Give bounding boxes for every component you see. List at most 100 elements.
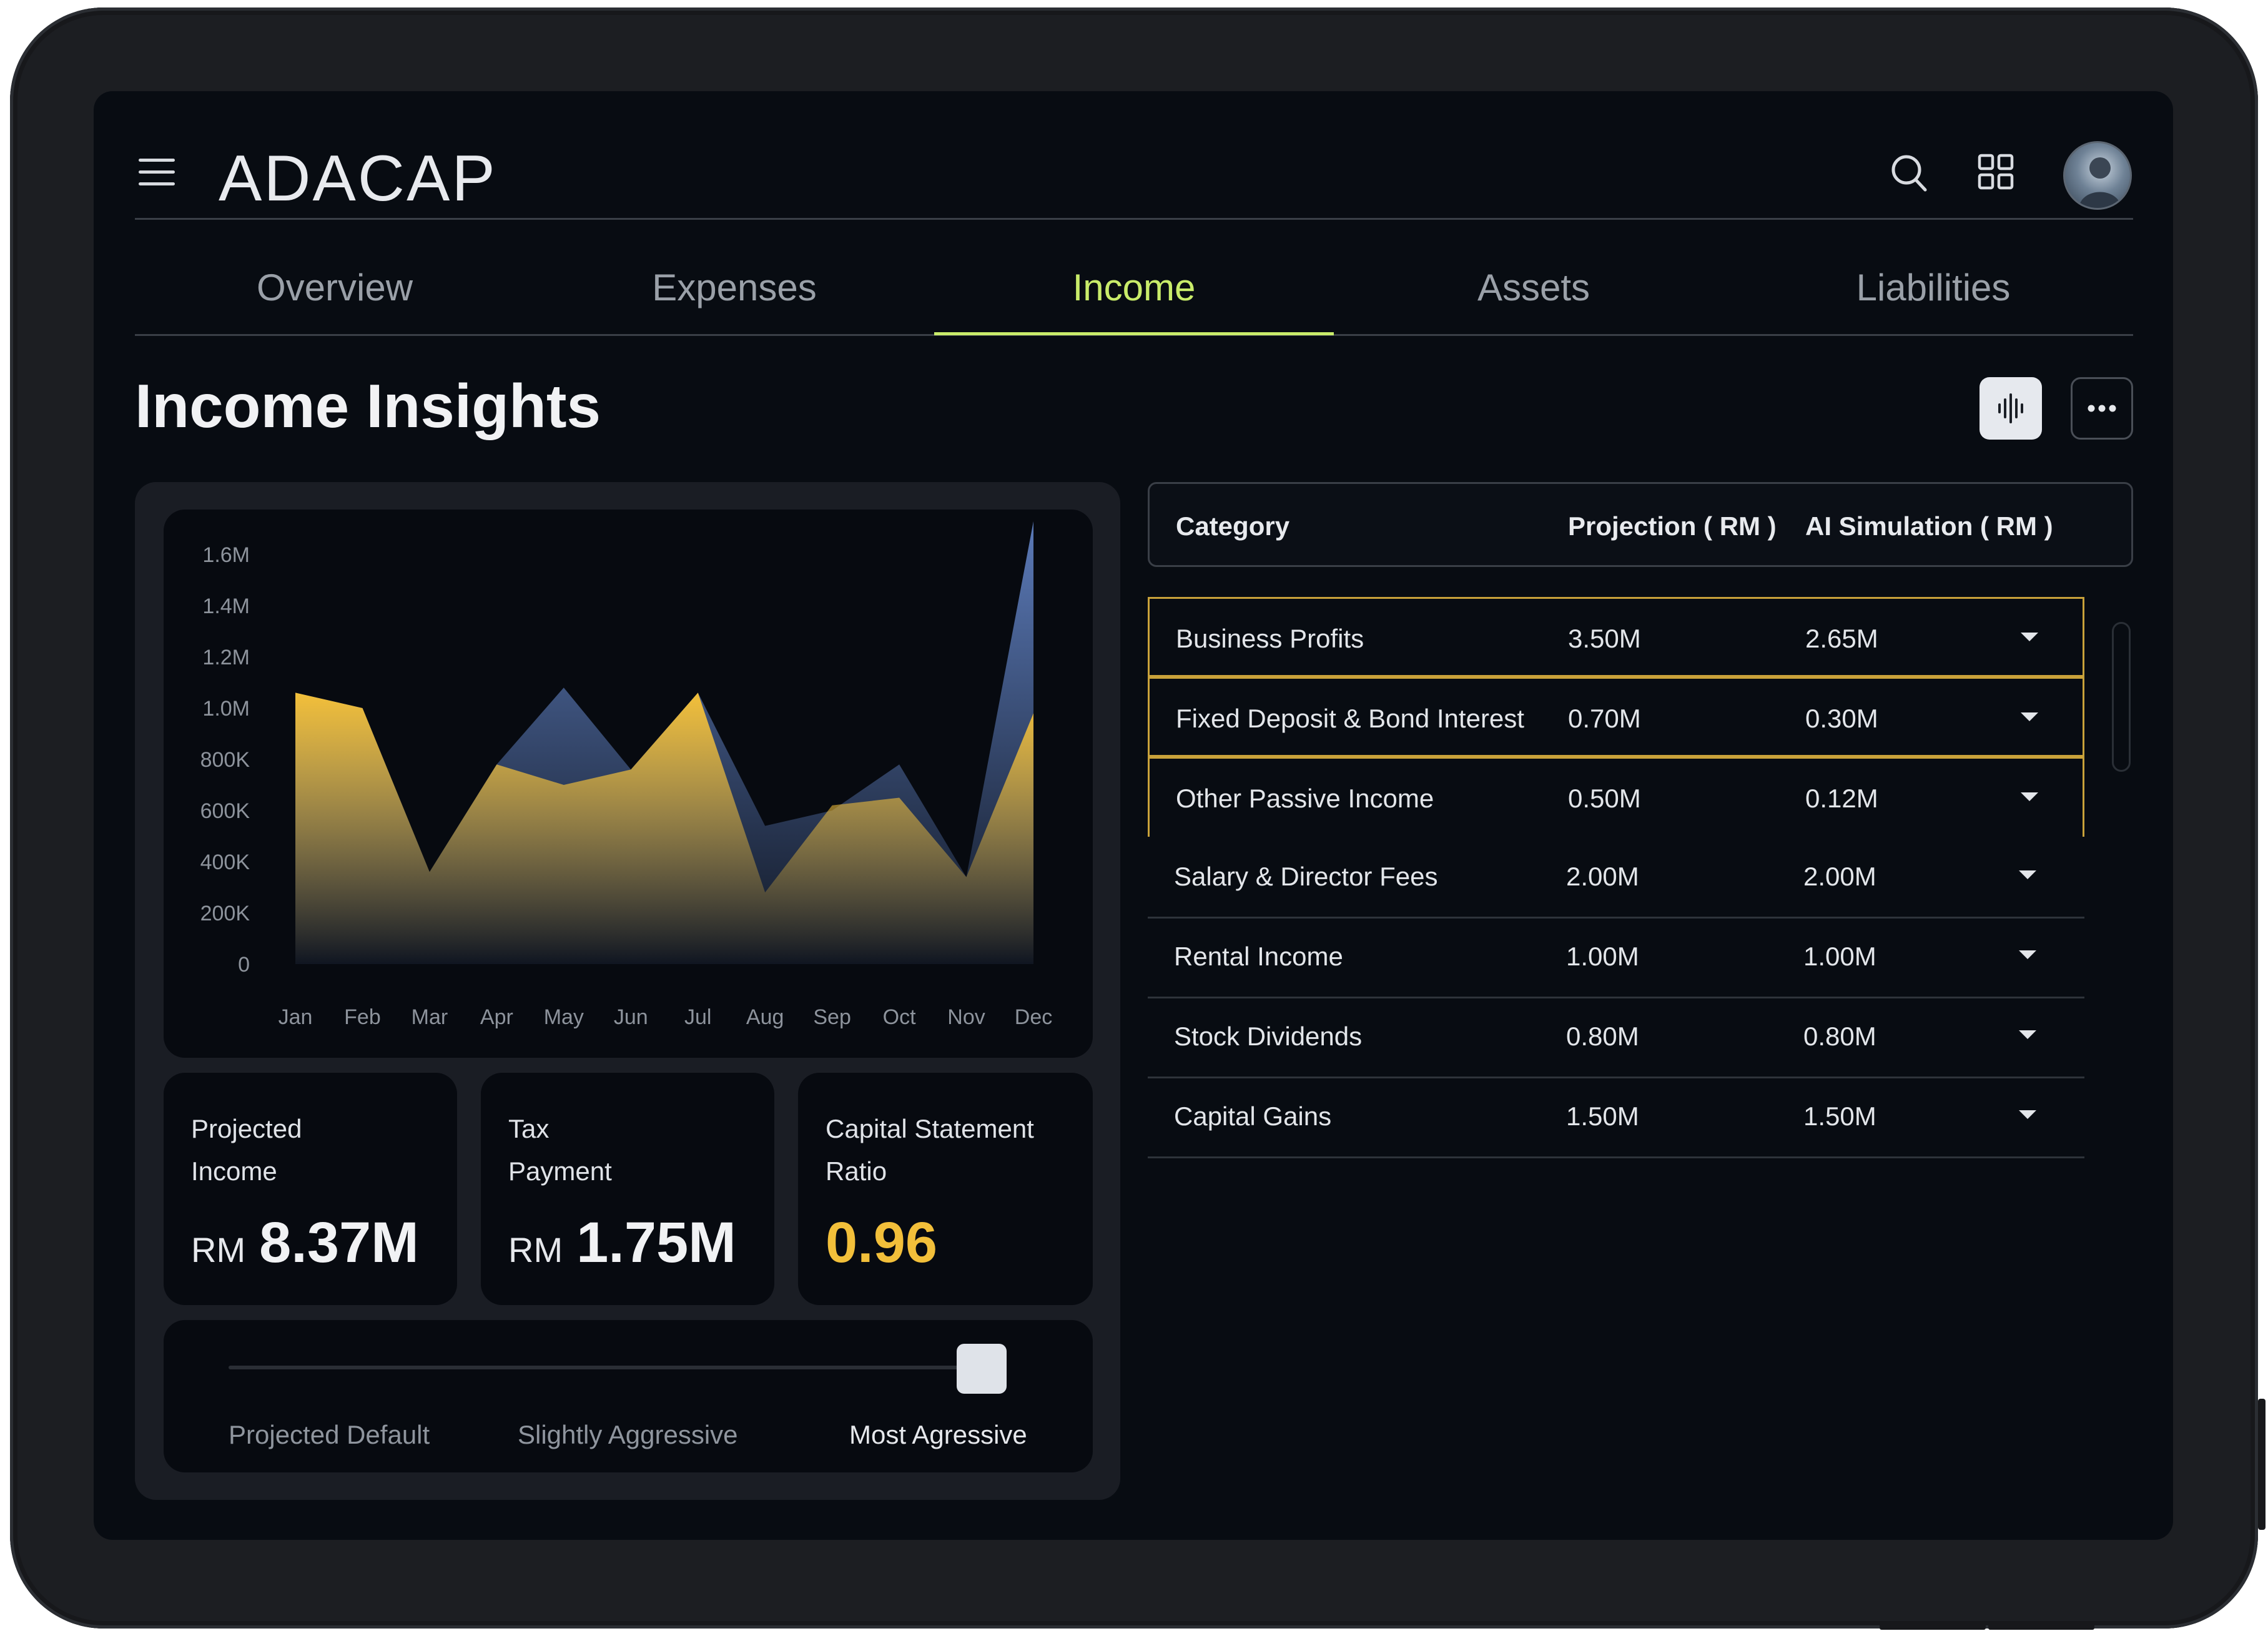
cell-category: Other Passive Income [1176, 784, 1434, 813]
volume-button [1988, 1624, 2094, 1630]
stat-label: Capital Statement Ratio [826, 1108, 1034, 1193]
table-row[interactable]: Salary & Director Fees 2.00M 2.00M [1148, 837, 2084, 919]
hamburger-menu-icon[interactable] [139, 159, 175, 186]
tab-bar: Overview Expenses Income Assets Liabilit… [135, 241, 2133, 336]
strategy-slider-track[interactable] [229, 1366, 997, 1369]
caret-down-icon[interactable] [2019, 870, 2036, 879]
avatar-portrait [2079, 157, 2121, 208]
cell-projection: 0.70M [1568, 704, 1641, 733]
series-area-1 [295, 692, 1033, 964]
x-tick-label: Jan [279, 1005, 313, 1029]
cell-simulation: 2.00M [1803, 862, 1876, 891]
capital-ratio-card: Capital Statement Ratio 0.96 [798, 1073, 1093, 1305]
strategy-slider-card: Projected Default Slightly Aggressive Mo… [164, 1320, 1093, 1472]
table-row[interactable]: Fixed Deposit & Bond Interest 0.70M 0.30… [1148, 677, 2084, 757]
caret-down-icon[interactable] [2019, 1110, 2036, 1119]
cell-projection: 3.50M [1568, 624, 1641, 653]
stat-label-line: Projected [191, 1114, 302, 1143]
strategy-slider-thumb[interactable] [957, 1344, 1007, 1394]
currency-label: RM [508, 1230, 563, 1269]
cell-projection: 1.00M [1566, 942, 1639, 971]
cell-category: Business Profits [1176, 624, 1364, 653]
stat-value: 0.96 [826, 1210, 937, 1276]
caret-down-icon[interactable] [2021, 712, 2038, 721]
stat-label-line: Ratio [826, 1156, 887, 1186]
cell-projection: 1.50M [1566, 1101, 1639, 1131]
header-divider [135, 218, 2133, 220]
tax-payment-card: Tax Payment RM 1.75M [481, 1073, 774, 1305]
stat-label: Tax Payment [508, 1108, 612, 1193]
tax-payment-value: 1.75M [576, 1211, 736, 1274]
x-tick-label: Apr [480, 1005, 513, 1029]
y-tick-label: 400K [200, 850, 250, 874]
x-tick-label: Jun [614, 1005, 648, 1029]
stat-label: Projected Income [191, 1108, 302, 1193]
projected-income-card: Projected Income RM 8.37M [164, 1073, 457, 1305]
volume-button [1880, 1624, 1986, 1630]
stat-label-line: Payment [508, 1156, 612, 1186]
slider-option-most-aggressive[interactable]: Most Agressive [849, 1420, 1027, 1449]
caret-down-icon[interactable] [2019, 950, 2036, 959]
grid-apps-icon[interactable] [1978, 154, 2014, 190]
table-row[interactable]: Other Passive Income 0.50M 0.12M [1148, 757, 2084, 837]
cell-category: Fixed Deposit & Bond Interest [1176, 704, 1524, 733]
table-row[interactable]: Rental Income 1.00M 1.00M [1148, 917, 2084, 998]
y-tick-label: 0 [238, 953, 250, 977]
x-tick-label: Dec [1015, 1005, 1052, 1029]
waveform-button[interactable] [1980, 377, 2042, 440]
column-header-ai-simulation[interactable]: AI Simulation ( RM ) [1805, 511, 2053, 541]
app-screen: ADACAP Overview Expenses Income Assets L… [94, 91, 2173, 1540]
table-row[interactable]: Business Profits 3.50M 2.65M [1148, 597, 2084, 677]
tab-expenses[interactable]: Expenses [652, 267, 817, 308]
cell-simulation: 0.30M [1805, 704, 1878, 733]
x-tick-label: Jul [684, 1005, 711, 1029]
table-row[interactable]: Stock Dividends 0.80M 0.80M [1148, 997, 2084, 1078]
cell-simulation: 1.50M [1803, 1101, 1876, 1131]
side-button [2258, 1399, 2266, 1530]
tab-liabilities[interactable]: Liabilities [1856, 267, 2011, 308]
tab-assets[interactable]: Assets [1477, 267, 1590, 308]
x-tick-label: Oct [883, 1005, 916, 1029]
slider-option-projected-default[interactable]: Projected Default [229, 1420, 430, 1449]
income-chart-card: 0 200K 400K 600K 800K 1.0M 1.2M 1.4M 1.6M Jan Feb… [164, 510, 1093, 1058]
cell-simulation: 2.65M [1805, 624, 1878, 653]
y-tick-label: 600K [200, 799, 250, 823]
x-tick-label: May [544, 1005, 584, 1029]
currency-label: RM [191, 1230, 246, 1269]
waveform-icon [1998, 393, 2023, 423]
app-logo: ADACAP [219, 142, 497, 215]
caret-down-icon[interactable] [2021, 792, 2038, 801]
more-horizontal-icon [2088, 405, 2116, 412]
stat-value: RM 8.37M [191, 1210, 419, 1276]
y-tick-label: 200K [200, 902, 250, 925]
column-header-projection[interactable]: Projection ( RM ) [1568, 511, 1777, 541]
tab-income[interactable]: Income [1072, 267, 1196, 308]
income-area-chart: 0 200K 400K 600K 800K 1.0M 1.2M 1.4M 1.6M Jan Feb… [200, 521, 1052, 1029]
cell-projection: 0.50M [1568, 784, 1641, 813]
x-tick-label: Mar [412, 1005, 448, 1029]
slider-option-slightly-aggressive[interactable]: Slightly Aggressive [518, 1420, 738, 1449]
caret-down-icon[interactable] [2021, 633, 2038, 641]
y-tick-label: 1.0M [202, 697, 250, 721]
cell-category: Rental Income [1174, 942, 1343, 971]
cell-category: Stock Dividends [1174, 1022, 1363, 1051]
cell-simulation: 1.00M [1803, 942, 1876, 971]
y-tick-label: 1.2M [202, 646, 250, 669]
cell-simulation: 0.12M [1805, 784, 1878, 813]
search-icon[interactable] [1890, 154, 1928, 192]
table-scrollbar[interactable] [2112, 622, 2131, 772]
column-header-category[interactable]: Category [1176, 511, 1290, 541]
caret-down-icon[interactable] [2019, 1030, 2036, 1039]
stat-label-line: Capital Statement [826, 1114, 1034, 1143]
y-tick-label: 800K [200, 748, 250, 772]
table-row[interactable]: Capital Gains 1.50M 1.50M [1148, 1077, 2084, 1158]
cell-projection: 2.00M [1566, 862, 1639, 891]
tab-overview[interactable]: Overview [256, 267, 413, 308]
more-options-button[interactable] [2071, 377, 2133, 440]
cell-category: Salary & Director Fees [1174, 862, 1438, 891]
page-title: Income Insights [135, 372, 601, 440]
user-avatar[interactable] [2063, 141, 2132, 210]
cell-simulation: 0.80M [1803, 1022, 1876, 1051]
capital-ratio-value: 0.96 [826, 1211, 938, 1274]
stat-label-line: Tax [508, 1114, 550, 1143]
